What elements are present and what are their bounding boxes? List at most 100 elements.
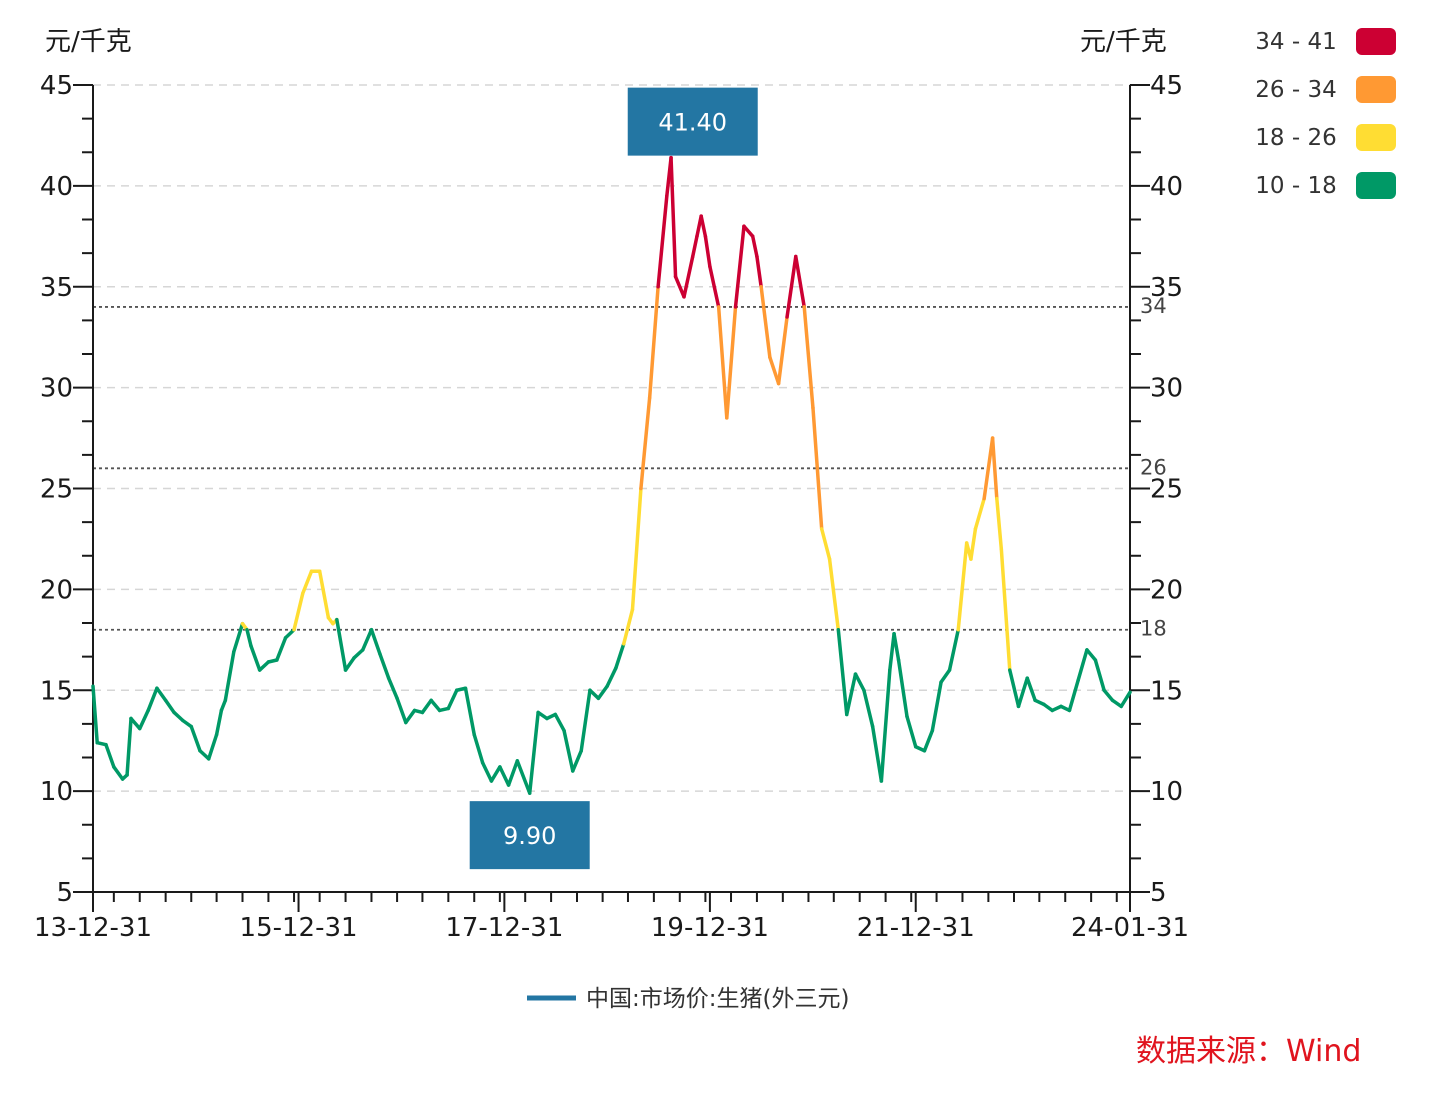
y-tick-label-left: 10 bbox=[40, 777, 73, 807]
left-y-unit-label: 元/千克 bbox=[45, 27, 132, 57]
band-legend-label: 10 - 18 bbox=[1255, 173, 1336, 199]
series-segment bbox=[1016, 676, 1029, 709]
series-segment bbox=[588, 688, 601, 701]
series-legend: 中国:市场价:生猪(外三元) bbox=[527, 986, 849, 1012]
series-segment bbox=[463, 686, 476, 737]
series-segment bbox=[404, 708, 417, 725]
series-segment bbox=[768, 355, 781, 386]
threshold-label: 26 bbox=[1140, 455, 1167, 479]
series-segment bbox=[129, 716, 142, 731]
series-segment bbox=[827, 557, 841, 632]
series-segment bbox=[819, 527, 832, 561]
series-segment bbox=[656, 194, 669, 289]
series-segment bbox=[104, 742, 116, 769]
annotation-label: 41.40 bbox=[658, 109, 727, 137]
series-segment bbox=[639, 395, 652, 491]
series-segment bbox=[870, 724, 884, 783]
series-segment bbox=[621, 607, 635, 646]
x-tick-label: 17-12-31 bbox=[445, 913, 563, 943]
series-segment bbox=[480, 761, 494, 783]
band-legend-swatch bbox=[1356, 172, 1396, 199]
series-segment bbox=[245, 627, 253, 648]
threshold-label: 34 bbox=[1140, 294, 1167, 318]
series-segment bbox=[862, 688, 875, 729]
series-segment bbox=[360, 627, 374, 652]
series-segment bbox=[91, 684, 99, 745]
series-segment bbox=[472, 732, 485, 765]
series-segment bbox=[489, 765, 502, 783]
y-tick-label-right: 25 bbox=[1150, 475, 1183, 505]
series-segment bbox=[214, 708, 224, 737]
series-segment bbox=[1119, 690, 1132, 709]
series-segment bbox=[1093, 658, 1106, 692]
series-segment bbox=[343, 656, 356, 672]
series-segment bbox=[1025, 676, 1037, 703]
series-segment bbox=[429, 698, 442, 713]
series-segment bbox=[1085, 648, 1098, 662]
series-segment bbox=[137, 708, 150, 731]
series-segment bbox=[1110, 698, 1124, 709]
series-segment bbox=[553, 712, 566, 733]
series-segment bbox=[990, 436, 999, 501]
series-segment bbox=[853, 672, 866, 692]
gridlines bbox=[93, 84, 1130, 792]
annotations: 41.40 9.90 bbox=[469, 87, 758, 870]
series-segment bbox=[420, 698, 433, 715]
y-tick-label-left: 15 bbox=[40, 676, 73, 706]
series-segment bbox=[939, 668, 952, 684]
y-tick-label-left: 25 bbox=[40, 475, 73, 505]
series-segment bbox=[257, 660, 271, 672]
y-tick-label-right: 45 bbox=[1150, 71, 1183, 101]
series-segment bbox=[223, 650, 236, 703]
series-segment bbox=[725, 305, 738, 420]
series-segment bbox=[369, 627, 382, 656]
y-tick-label-left: 35 bbox=[40, 273, 73, 303]
series-segment bbox=[733, 224, 746, 309]
y-tick-label-right: 20 bbox=[1150, 575, 1183, 605]
series-segment bbox=[905, 714, 918, 749]
annotation-label: 9.90 bbox=[503, 822, 556, 850]
series-segment bbox=[1102, 688, 1115, 703]
y-tick-label-right: 10 bbox=[1150, 777, 1183, 807]
series-segment bbox=[794, 254, 806, 309]
annotation-box bbox=[469, 801, 590, 870]
series-segment bbox=[669, 155, 678, 279]
series-segment bbox=[973, 496, 986, 531]
series-segment bbox=[690, 234, 699, 259]
series-segment bbox=[292, 591, 305, 632]
series-segment bbox=[956, 541, 969, 632]
x-tick-label: 24-01-31 bbox=[1071, 913, 1189, 943]
series-segment bbox=[605, 666, 618, 688]
series-segment bbox=[699, 214, 708, 239]
series-segment bbox=[579, 688, 592, 753]
y-tick-label-right: 30 bbox=[1150, 374, 1183, 404]
y-tick-label-left: 40 bbox=[40, 172, 73, 202]
series-segment bbox=[378, 652, 391, 680]
series-segment bbox=[112, 765, 125, 781]
series-segment bbox=[614, 642, 626, 670]
y-tick-label-left: 20 bbox=[40, 575, 73, 605]
band-legend-label: 34 - 41 bbox=[1255, 29, 1336, 55]
y-tick-label-right: 5 bbox=[1150, 878, 1167, 908]
series-segment bbox=[969, 527, 978, 561]
x-tick-label: 19-12-31 bbox=[651, 913, 769, 943]
series-segment bbox=[249, 644, 262, 672]
series-segment bbox=[930, 680, 943, 733]
series-segment bbox=[571, 749, 583, 773]
band-legend-label: 26 - 34 bbox=[1255, 77, 1336, 103]
series-segment bbox=[892, 632, 901, 662]
series-segment bbox=[776, 315, 789, 386]
series-segment bbox=[283, 627, 296, 640]
series-segment bbox=[352, 648, 365, 660]
series-segment bbox=[189, 724, 202, 753]
series-segment bbox=[515, 759, 532, 795]
series-segment bbox=[386, 676, 399, 701]
source-note: 数据来源：Wind bbox=[1136, 1034, 1361, 1069]
series-segment bbox=[703, 234, 712, 269]
series-segment bbox=[1008, 668, 1021, 709]
y-tick-label-right: 35 bbox=[1150, 273, 1183, 303]
y-tick-label-right: 15 bbox=[1150, 676, 1183, 706]
series-segment bbox=[596, 684, 609, 701]
series-segment bbox=[1076, 648, 1089, 682]
legend-label: 中国:市场价:生猪(外三元) bbox=[586, 986, 849, 1012]
